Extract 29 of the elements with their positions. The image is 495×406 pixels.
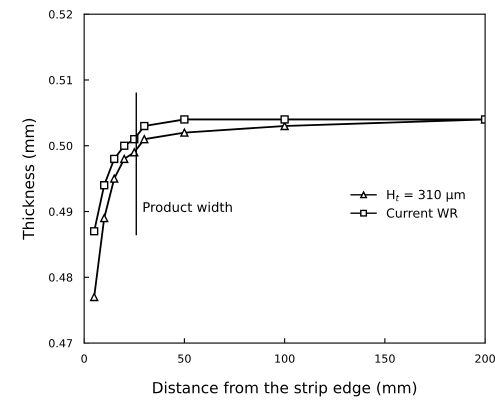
x-axis-title: Distance from the strip edge (mm)	[153, 382, 416, 396]
x-tick-label: 50	[178, 354, 191, 363]
x-tick-label: 0	[81, 354, 87, 363]
point	[110, 174, 118, 183]
point	[180, 128, 189, 137]
point	[90, 292, 98, 302]
y-tick-label: 0.47	[49, 339, 72, 348]
y-tick-label: 0.49	[49, 208, 72, 216]
x-tick-label: 100	[275, 354, 294, 363]
x-tick-label: 150	[375, 354, 395, 363]
point	[140, 135, 148, 144]
y-tick-label: 0.50	[49, 142, 72, 150]
point	[280, 115, 289, 124]
x-tick-label: 200	[475, 354, 495, 363]
point	[90, 227, 98, 236]
point	[140, 122, 148, 130]
point	[180, 115, 189, 124]
legend-label: Current WR	[386, 208, 458, 218]
y-tick-label: 0.51	[49, 76, 72, 84]
legend-label: H$_{t}$ = 310 μm	[387, 190, 465, 202]
point	[100, 181, 108, 190]
y-tick-label: 0.48	[49, 273, 72, 282]
point	[110, 154, 118, 164]
point	[100, 214, 108, 222]
y-tick-label: 0.52	[49, 10, 72, 19]
ref-line-label: Product width	[144, 202, 232, 212]
point	[120, 142, 128, 150]
point	[120, 154, 128, 164]
y-axis-title: Thickness (mm)	[22, 118, 36, 240]
